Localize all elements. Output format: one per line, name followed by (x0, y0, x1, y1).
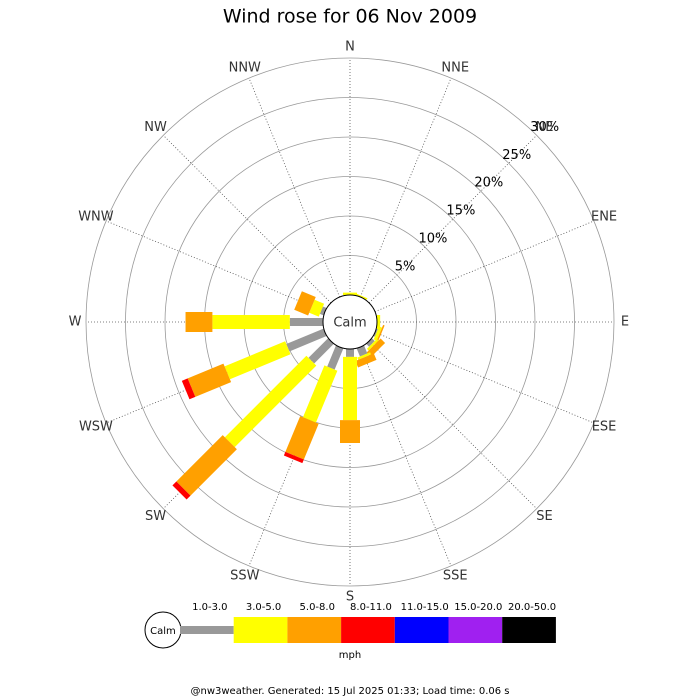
spoke (105, 220, 326, 313)
rose-bar (185, 312, 213, 332)
rose-bar (373, 328, 378, 337)
spoke (248, 77, 341, 298)
units-label: mph (339, 650, 361, 661)
rose-bar (309, 299, 325, 317)
rose-bar (212, 315, 290, 329)
spoke (368, 340, 537, 509)
direction-label: WNW (78, 209, 114, 224)
rose-bar (294, 291, 316, 316)
direction-label: SSE (443, 569, 468, 584)
rose-bar (366, 338, 375, 347)
legend-swatch (233, 617, 288, 643)
rose-bar (286, 328, 327, 352)
direction-label: N (345, 40, 355, 55)
legend-swatch (341, 617, 395, 643)
rose-bar (377, 315, 381, 329)
rose-bar (357, 352, 372, 360)
direction-label: NNW (229, 60, 261, 75)
footer: @nw3weather. Generated: 15 Jul 2025 01:3… (190, 686, 509, 697)
direction-label: SW (145, 509, 166, 524)
legend-label: 20.0-50.0 (508, 602, 556, 613)
legend-swatch (448, 617, 503, 643)
spoke (374, 220, 595, 313)
rose-bar (302, 365, 338, 423)
direction-label: NNE (441, 60, 469, 75)
r-tick-label: 15% (446, 204, 475, 219)
direction-label: NW (144, 120, 167, 135)
rose-bar (366, 338, 379, 351)
grid-ring (164, 136, 536, 508)
chart-title: Wind rose for 06 Nov 2009 (223, 6, 477, 28)
r-tick-label: 30% (530, 120, 559, 135)
rose-bar (187, 363, 232, 397)
legend-swatch (180, 626, 234, 634)
legend-label: 1.0-3.0 (192, 602, 227, 613)
spoke (359, 77, 452, 298)
legend-swatch (502, 617, 556, 643)
rose-bar (181, 378, 196, 400)
legend-label: 15.0-20.0 (454, 602, 502, 613)
direction-label: ESE (592, 420, 617, 435)
r-tick-label: 25% (502, 148, 531, 163)
grid-ring (85, 57, 615, 587)
rose-bar (353, 292, 368, 300)
rose-bar (355, 353, 377, 368)
calm-label: Calm (333, 316, 366, 331)
rose-bar (340, 420, 360, 444)
calm-circle (322, 294, 378, 350)
grid-ring (125, 97, 575, 547)
direction-label: ENE (591, 209, 617, 224)
direction-label: SSW (230, 569, 260, 584)
spoke (368, 135, 537, 304)
rose-bar (343, 356, 357, 421)
rose-bar (308, 338, 334, 364)
rose-bar (224, 355, 317, 448)
rose-bar (319, 306, 327, 316)
rose-bar (289, 318, 323, 326)
rose-bar (375, 324, 385, 344)
rose-bar (346, 349, 354, 357)
legend-swatch (394, 617, 449, 643)
rose-bar (283, 451, 304, 464)
rose-bar (176, 435, 237, 496)
rose-bar (285, 416, 319, 460)
legend-label: 11.0-15.0 (401, 602, 449, 613)
r-tick-label: 5% (395, 259, 416, 274)
r-tick-label: 10% (419, 232, 448, 247)
rose-bar (373, 326, 382, 341)
direction-label: W (69, 315, 82, 330)
legend-swatch (287, 617, 342, 643)
rose-bar (327, 345, 344, 370)
spoke (374, 331, 595, 424)
rose-bar (172, 481, 191, 500)
direction-label: SE (536, 509, 552, 524)
spoke (359, 346, 452, 567)
spoke (163, 135, 332, 304)
legend-label: 5.0-8.0 (300, 602, 335, 613)
rose-bar (356, 345, 368, 357)
rose-bar (343, 292, 357, 295)
direction-label: E (621, 315, 629, 330)
r-tick-label: 20% (474, 176, 503, 191)
legend-label: 3.0-5.0 (246, 602, 281, 613)
rose-bar (366, 338, 386, 358)
direction-label: NE (535, 120, 553, 135)
legend-calm-label: Calm (150, 626, 176, 637)
legend-label: 8.0-11.0 (350, 602, 392, 613)
direction-label: WSW (79, 420, 113, 435)
rose-bar (224, 341, 291, 380)
direction-label: S (346, 590, 354, 605)
